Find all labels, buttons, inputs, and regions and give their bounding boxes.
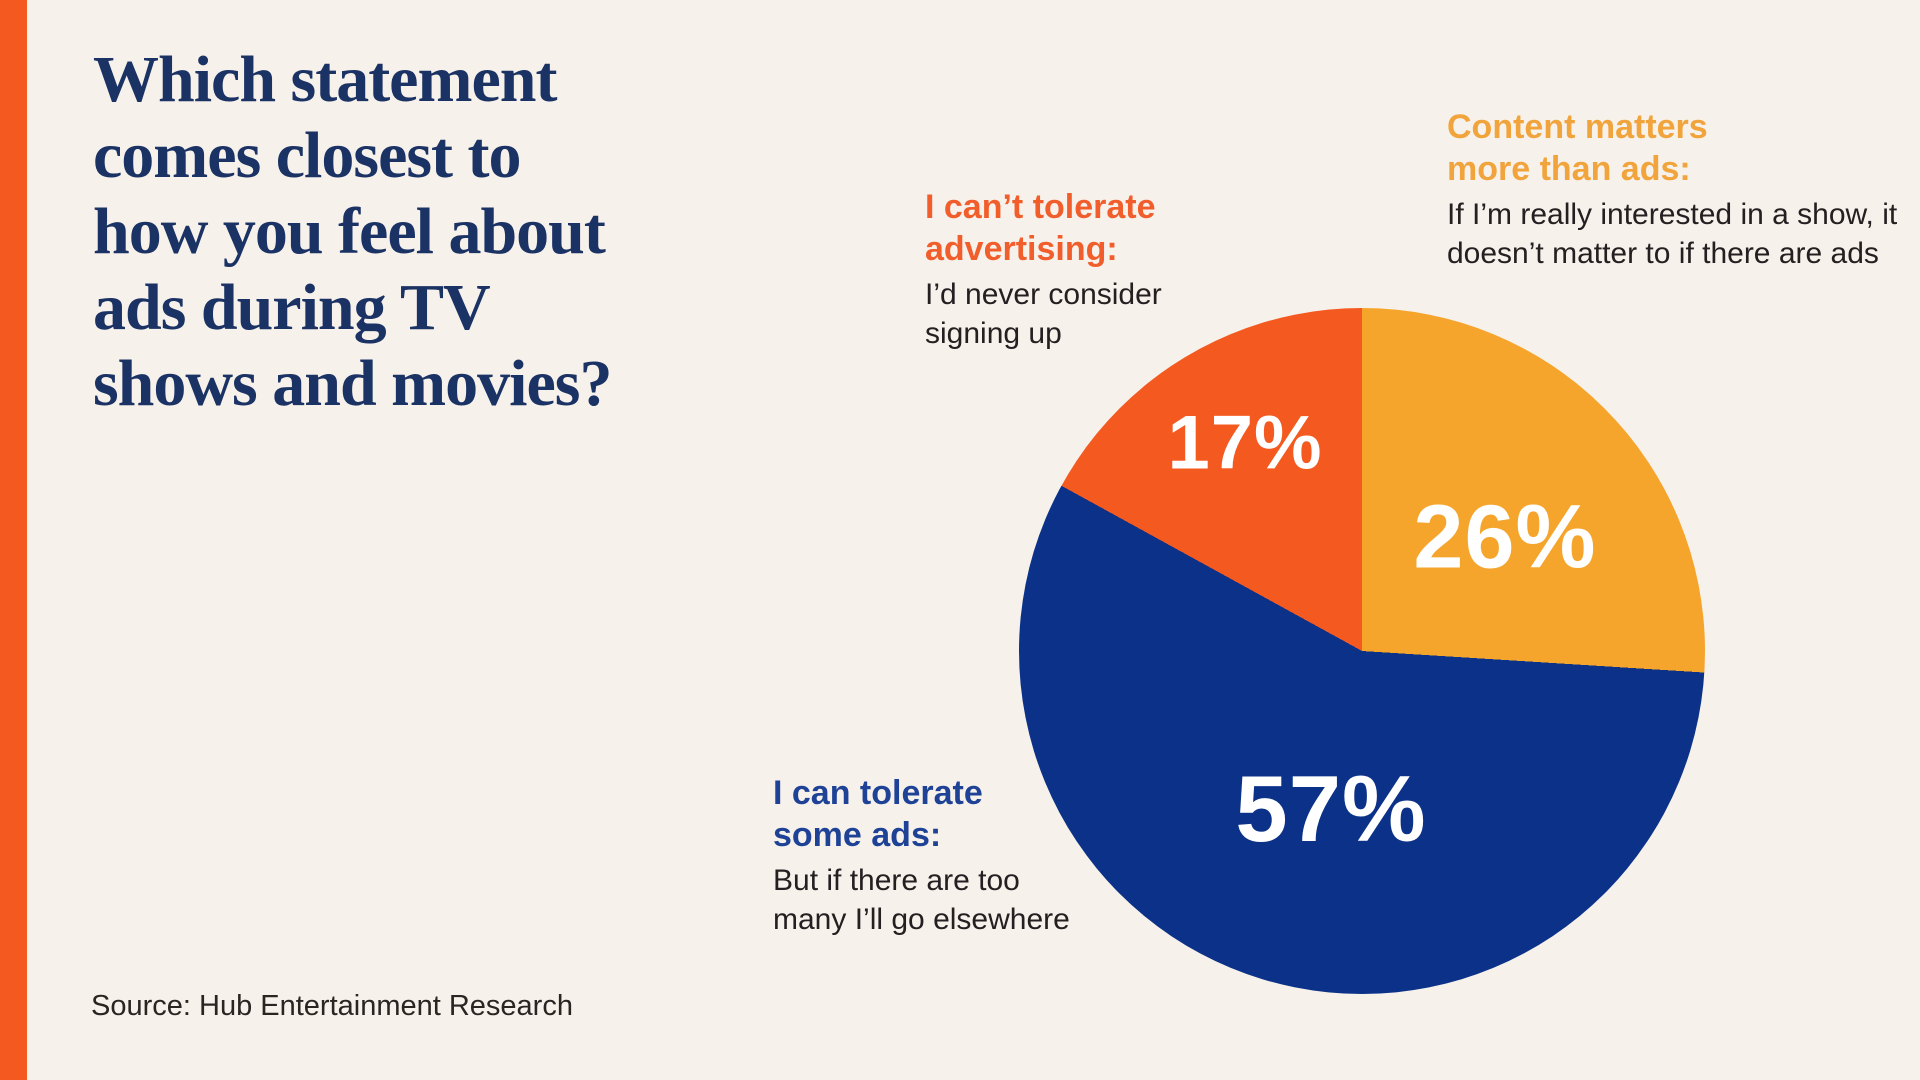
- heading-line: Content matters: [1447, 108, 1708, 146]
- source-credit: Source: Hub Entertainment Research: [91, 990, 573, 1022]
- heading-line: I can’t tolerate: [925, 188, 1156, 226]
- title-line: comes closest to: [93, 119, 522, 192]
- body-line: many I’ll go elsewhere: [773, 903, 1070, 936]
- label-cant-tolerate-heading: I can’t tolerate advertising:: [925, 186, 1162, 270]
- heading-line: some ads:: [773, 816, 942, 854]
- pie-value-label-26: 26%: [1413, 487, 1597, 588]
- label-content-matters-body: If I’m really interested in a show, it d…: [1447, 195, 1897, 273]
- title-line: ads during TV: [93, 271, 491, 344]
- body-line: signing up: [925, 317, 1062, 350]
- label-tolerate-some-ads: I can tolerate some ads: But if there ar…: [773, 772, 1070, 939]
- body-line: doesn’t matter to if there are ads: [1447, 237, 1879, 270]
- label-content-matters-heading: Content matters more than ads:: [1447, 106, 1897, 190]
- title-line: shows and movies?: [93, 347, 612, 420]
- heading-line: more than ads:: [1447, 150, 1691, 188]
- label-content-matters: Content matters more than ads: If I’m re…: [1447, 106, 1897, 273]
- page-title: Which statement comes closest to how you…: [93, 42, 793, 422]
- body-line: I’d never consider: [925, 278, 1162, 311]
- body-line: But if there are too: [773, 864, 1020, 897]
- heading-line: advertising:: [925, 230, 1118, 268]
- label-cant-tolerate-body: I’d never consider signing up: [925, 275, 1162, 353]
- title-line: Which statement: [93, 43, 557, 116]
- label-tolerate-some-heading: I can tolerate some ads:: [773, 772, 1070, 856]
- pie-value-label-57: 57%: [1235, 756, 1427, 861]
- label-tolerate-some-body: But if there are too many I’ll go elsewh…: [773, 861, 1070, 939]
- label-cant-tolerate-advertising: I can’t tolerate advertising: I’d never …: [925, 186, 1162, 353]
- pie-value-label-17: 17%: [1167, 400, 1323, 486]
- left-accent-bar: [0, 0, 27, 1080]
- title-line: how you feel about: [93, 195, 606, 268]
- body-line: If I’m really interested in a show, it: [1447, 198, 1898, 231]
- heading-line: I can tolerate: [773, 774, 983, 812]
- pie-chart: [1019, 308, 1705, 994]
